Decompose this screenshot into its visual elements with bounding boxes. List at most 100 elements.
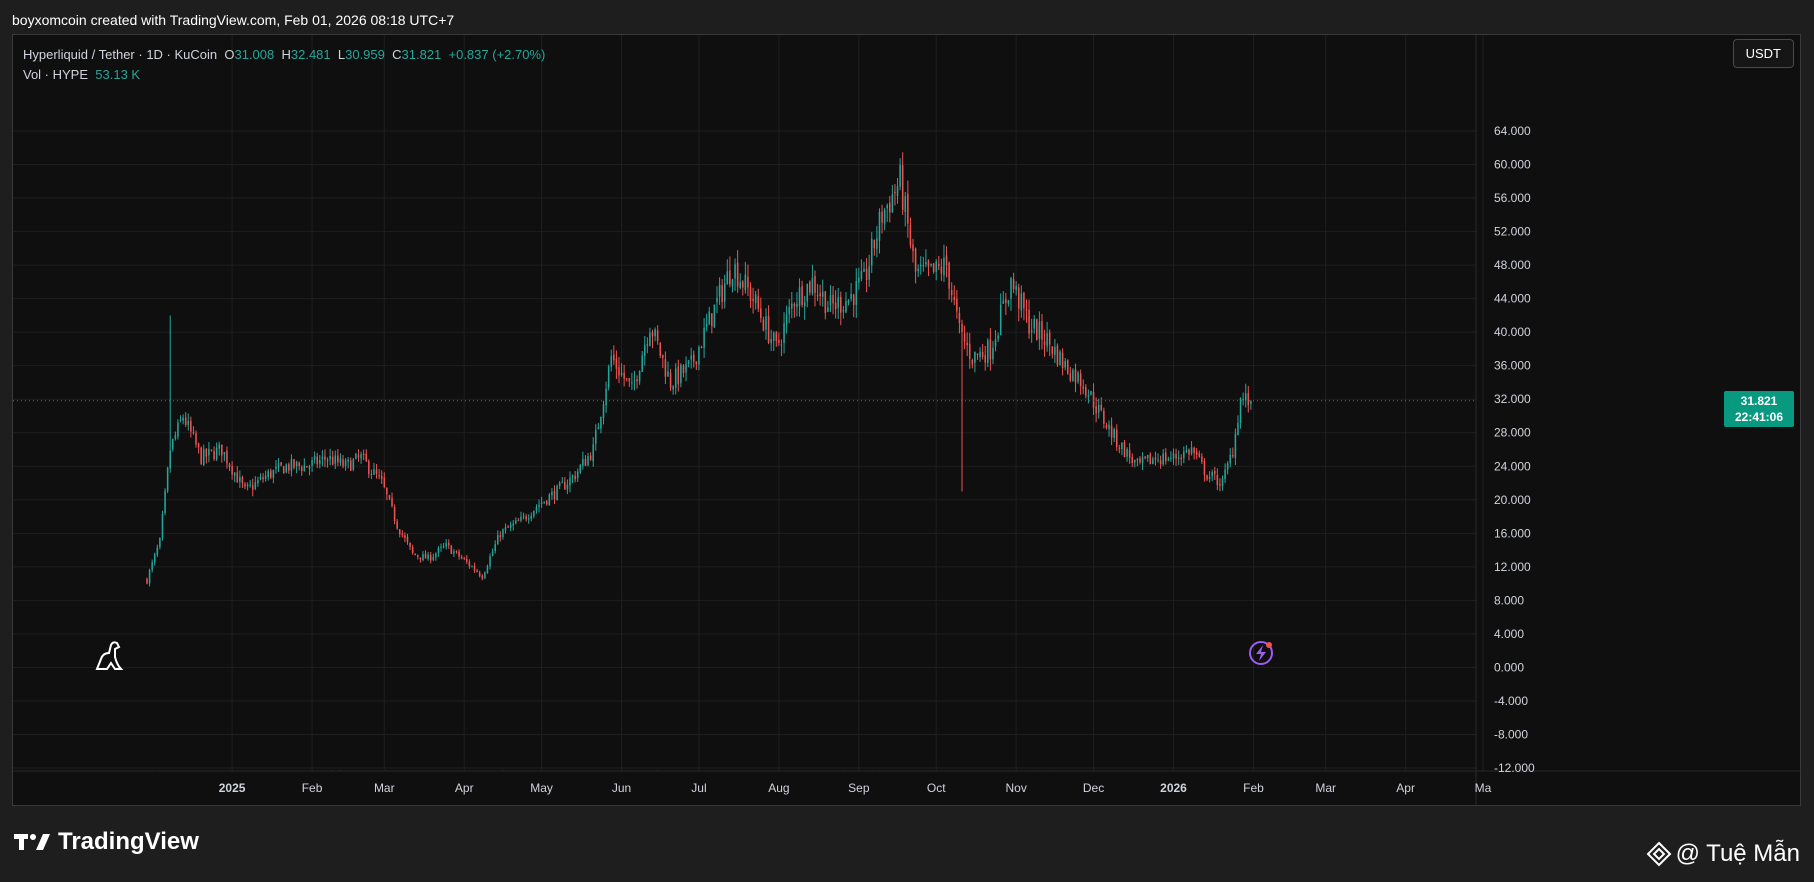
candle-body (1229, 454, 1232, 464)
candle-body (231, 466, 233, 475)
candle-body (948, 262, 950, 289)
candle-body (721, 285, 723, 303)
candle-body (1087, 395, 1090, 397)
candle-body (1180, 457, 1183, 460)
candle-body (1020, 293, 1023, 311)
price-tick-label: 56.000 (1494, 191, 1531, 205)
candle-body (1198, 453, 1201, 457)
candle-body (917, 268, 919, 271)
candle-body (1074, 369, 1077, 383)
candle-body (471, 566, 473, 568)
candle-body (938, 263, 940, 267)
price-tick-label: 32.000 (1494, 392, 1531, 406)
candle-body (824, 291, 827, 314)
candle-body (780, 344, 783, 346)
candle-body (757, 296, 760, 309)
candle-body (161, 514, 164, 538)
legend-low-label: L (337, 47, 346, 62)
tradingview-brand: TradingView (58, 828, 199, 855)
candle-body (233, 472, 236, 476)
candle-body (1162, 453, 1164, 465)
candle-body (1079, 373, 1082, 387)
candle-body (1221, 478, 1224, 487)
candle-body (708, 311, 711, 325)
candle-body (667, 371, 669, 377)
candle-body (499, 535, 502, 538)
tradingview-logo[interactable]: TradingView (14, 828, 199, 856)
time-tick-label: Sep (848, 781, 870, 795)
candle-body (762, 319, 765, 331)
price-chart[interactable]: 64.000 60.000 56.000 52.000 48.000 44.000 40.0… (13, 35, 1802, 807)
candle-body (1224, 469, 1226, 480)
candle-body (870, 238, 873, 266)
candle-body (999, 304, 1002, 335)
candle-body (417, 555, 419, 557)
candle-body (463, 557, 466, 559)
candle-body (731, 279, 734, 287)
candle-body (840, 296, 842, 313)
candle-body (582, 458, 584, 466)
candle-body (414, 553, 417, 556)
candle-body (569, 477, 571, 486)
chart-frame[interactable]: 64.000 60.000 56.000 52.000 48.000 44.000 40.0… (12, 34, 1802, 807)
candle-body (1121, 442, 1123, 450)
legend-symbol[interactable]: Hyperliquid / Tether · 1D · KuCoin (23, 47, 218, 62)
candle-body (561, 482, 564, 484)
candle-body (966, 342, 968, 346)
time-axis: 2025 Feb Mar Apr May Jun Jul Aug Sep Oct Nov Dec 202… (219, 781, 1492, 795)
candle-body (564, 481, 566, 490)
candle-body (489, 556, 491, 567)
candle-body (1118, 447, 1121, 449)
candle-body (680, 364, 682, 384)
candle-body (1136, 459, 1139, 461)
candle-body (202, 449, 205, 466)
candle-body (450, 545, 453, 554)
candle-body (172, 439, 174, 450)
candle-body (736, 262, 739, 287)
candle-body (319, 460, 321, 464)
candle-body (685, 363, 687, 373)
candle-body (244, 483, 246, 487)
candle-body (1172, 453, 1175, 459)
candle-body (228, 464, 231, 467)
candle-body (847, 299, 850, 303)
candle-body (1059, 351, 1061, 366)
candle-body (331, 456, 334, 465)
candle-body (919, 264, 922, 267)
candle-body (587, 456, 589, 465)
candle-body (842, 310, 845, 312)
candle-body (625, 378, 628, 380)
candle-body (522, 515, 525, 517)
currency-button[interactable]: USDT (1732, 39, 1794, 68)
candle-body (264, 475, 267, 480)
candle-body (246, 484, 249, 487)
candle-body (455, 551, 458, 553)
candle-body (1183, 451, 1185, 459)
candle-body (1017, 287, 1020, 309)
candle-body (1149, 454, 1152, 465)
legend-volume-row: Vol · HYPE 53.13 K (23, 65, 545, 85)
candle-body (1188, 449, 1190, 455)
candle-body (811, 277, 814, 294)
bar-countdown: 22:41:06 (1734, 409, 1784, 424)
candle-body (293, 459, 295, 468)
candle-body (571, 475, 574, 478)
candle-body (716, 297, 718, 303)
candle-body (829, 295, 832, 306)
candle-body (275, 466, 277, 469)
candle-body (852, 294, 855, 306)
candle-body (316, 456, 318, 465)
legend-volume-label[interactable]: Vol · HYPE (23, 67, 89, 82)
price-tick-label: 40.000 (1494, 325, 1531, 339)
candle-body (837, 297, 839, 308)
candle-body (530, 515, 533, 519)
candle-body (484, 572, 486, 578)
candle-body (1159, 460, 1162, 465)
candle-body (226, 450, 228, 464)
candle-body (504, 527, 507, 531)
grid-lines (13, 35, 1484, 771)
candle-body (809, 281, 811, 293)
watermark-text: @ Tuệ Mẫn (1675, 840, 1800, 867)
candle-body (796, 303, 798, 308)
candle-body (615, 358, 618, 369)
